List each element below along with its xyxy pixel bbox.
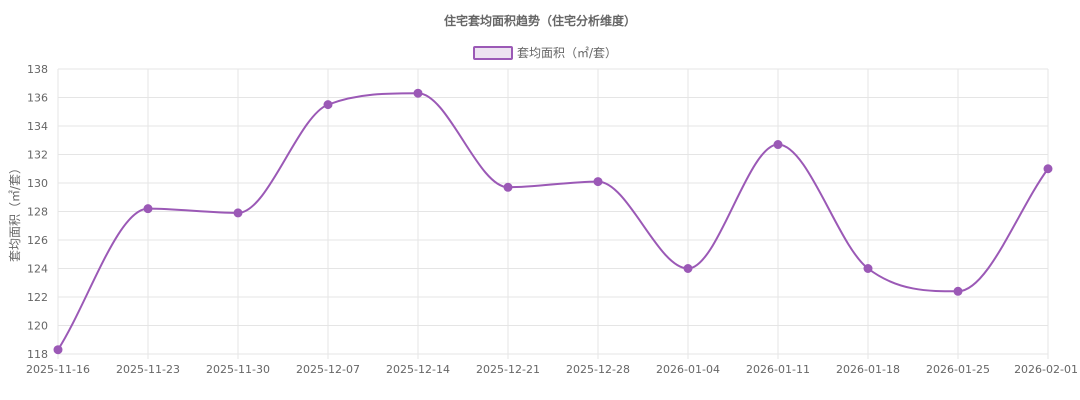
tick-layer: 118 120 122 124 126 128 130 132 134 136 138 2025-11… [26,63,1078,376]
data-point[interactable] [683,264,693,273]
x-tick-label: 2025-12-21 [476,363,540,376]
y-tick-label: 136 [27,92,48,105]
data-point[interactable] [143,204,153,214]
data-point[interactable] [323,100,333,110]
line-layer [57,92,1049,351]
point-layer [53,88,1053,355]
y-tick-label: 134 [27,120,48,133]
data-point[interactable] [233,208,243,218]
x-tick-label: 2026-01-18 [836,363,900,376]
legend-swatch[interactable] [473,46,513,60]
y-tick-label: 126 [27,234,48,247]
data-point[interactable] [503,182,513,192]
legend-label[interactable]: 套均面积（㎡/套） [517,46,617,60]
y-axis-title: 套均面积（㎡/套） [8,162,22,262]
y-tick-label: 124 [27,263,48,276]
y-tick-label: 128 [27,206,48,219]
legend[interactable]: 套均面积（㎡/套） [473,46,617,60]
x-tick-label: 2025-11-23 [116,363,180,376]
y-tick-label: 130 [27,177,48,190]
y-tick-label: 138 [27,63,48,76]
x-tick-label: 2026-01-25 [926,363,990,376]
data-point[interactable] [53,345,63,355]
data-point[interactable] [593,177,603,187]
data-point[interactable] [863,264,873,273]
x-tick-label: 2025-12-28 [566,363,630,376]
x-tick-label: 2025-11-16 [26,363,90,376]
data-point[interactable] [773,140,783,150]
grid-layer [57,68,1049,359]
data-point[interactable] [953,286,963,296]
y-tick-label: 120 [27,320,48,333]
x-tick-label: 2025-11-30 [206,363,270,376]
data-point[interactable] [413,88,423,98]
chart-title: 住宅套均面积趋势（住宅分析维度） [444,13,636,28]
data-point[interactable] [1043,164,1053,174]
series-line [57,92,1049,351]
x-tick-label: 2025-12-07 [296,363,360,376]
x-tick-label: 2026-01-04 [656,363,720,376]
y-tick-label: 118 [27,348,48,361]
x-tick-label: 2025-12-14 [386,363,450,376]
x-tick-label: 2026-01-11 [746,363,810,376]
y-tick-label: 132 [27,149,48,162]
y-tick-label: 122 [27,291,48,304]
x-tick-label: 2026-02-01 [1014,363,1078,376]
